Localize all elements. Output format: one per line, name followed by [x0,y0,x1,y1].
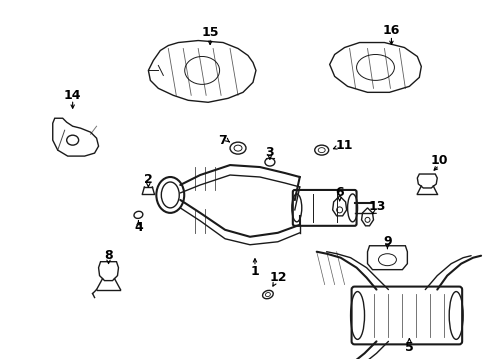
Text: 16: 16 [382,24,399,37]
Text: 5: 5 [404,341,413,354]
Text: 2: 2 [143,172,152,185]
Text: 10: 10 [429,154,447,167]
Text: 14: 14 [64,89,81,102]
Text: 7: 7 [217,134,226,147]
Text: 8: 8 [104,249,113,262]
Text: 6: 6 [335,186,343,199]
Text: 3: 3 [265,145,274,159]
Text: 4: 4 [134,221,142,234]
Text: 15: 15 [201,26,219,39]
Text: 9: 9 [383,235,391,248]
Text: 13: 13 [368,201,386,213]
Text: 1: 1 [250,265,259,278]
Text: 11: 11 [335,139,353,152]
Text: 12: 12 [268,271,286,284]
